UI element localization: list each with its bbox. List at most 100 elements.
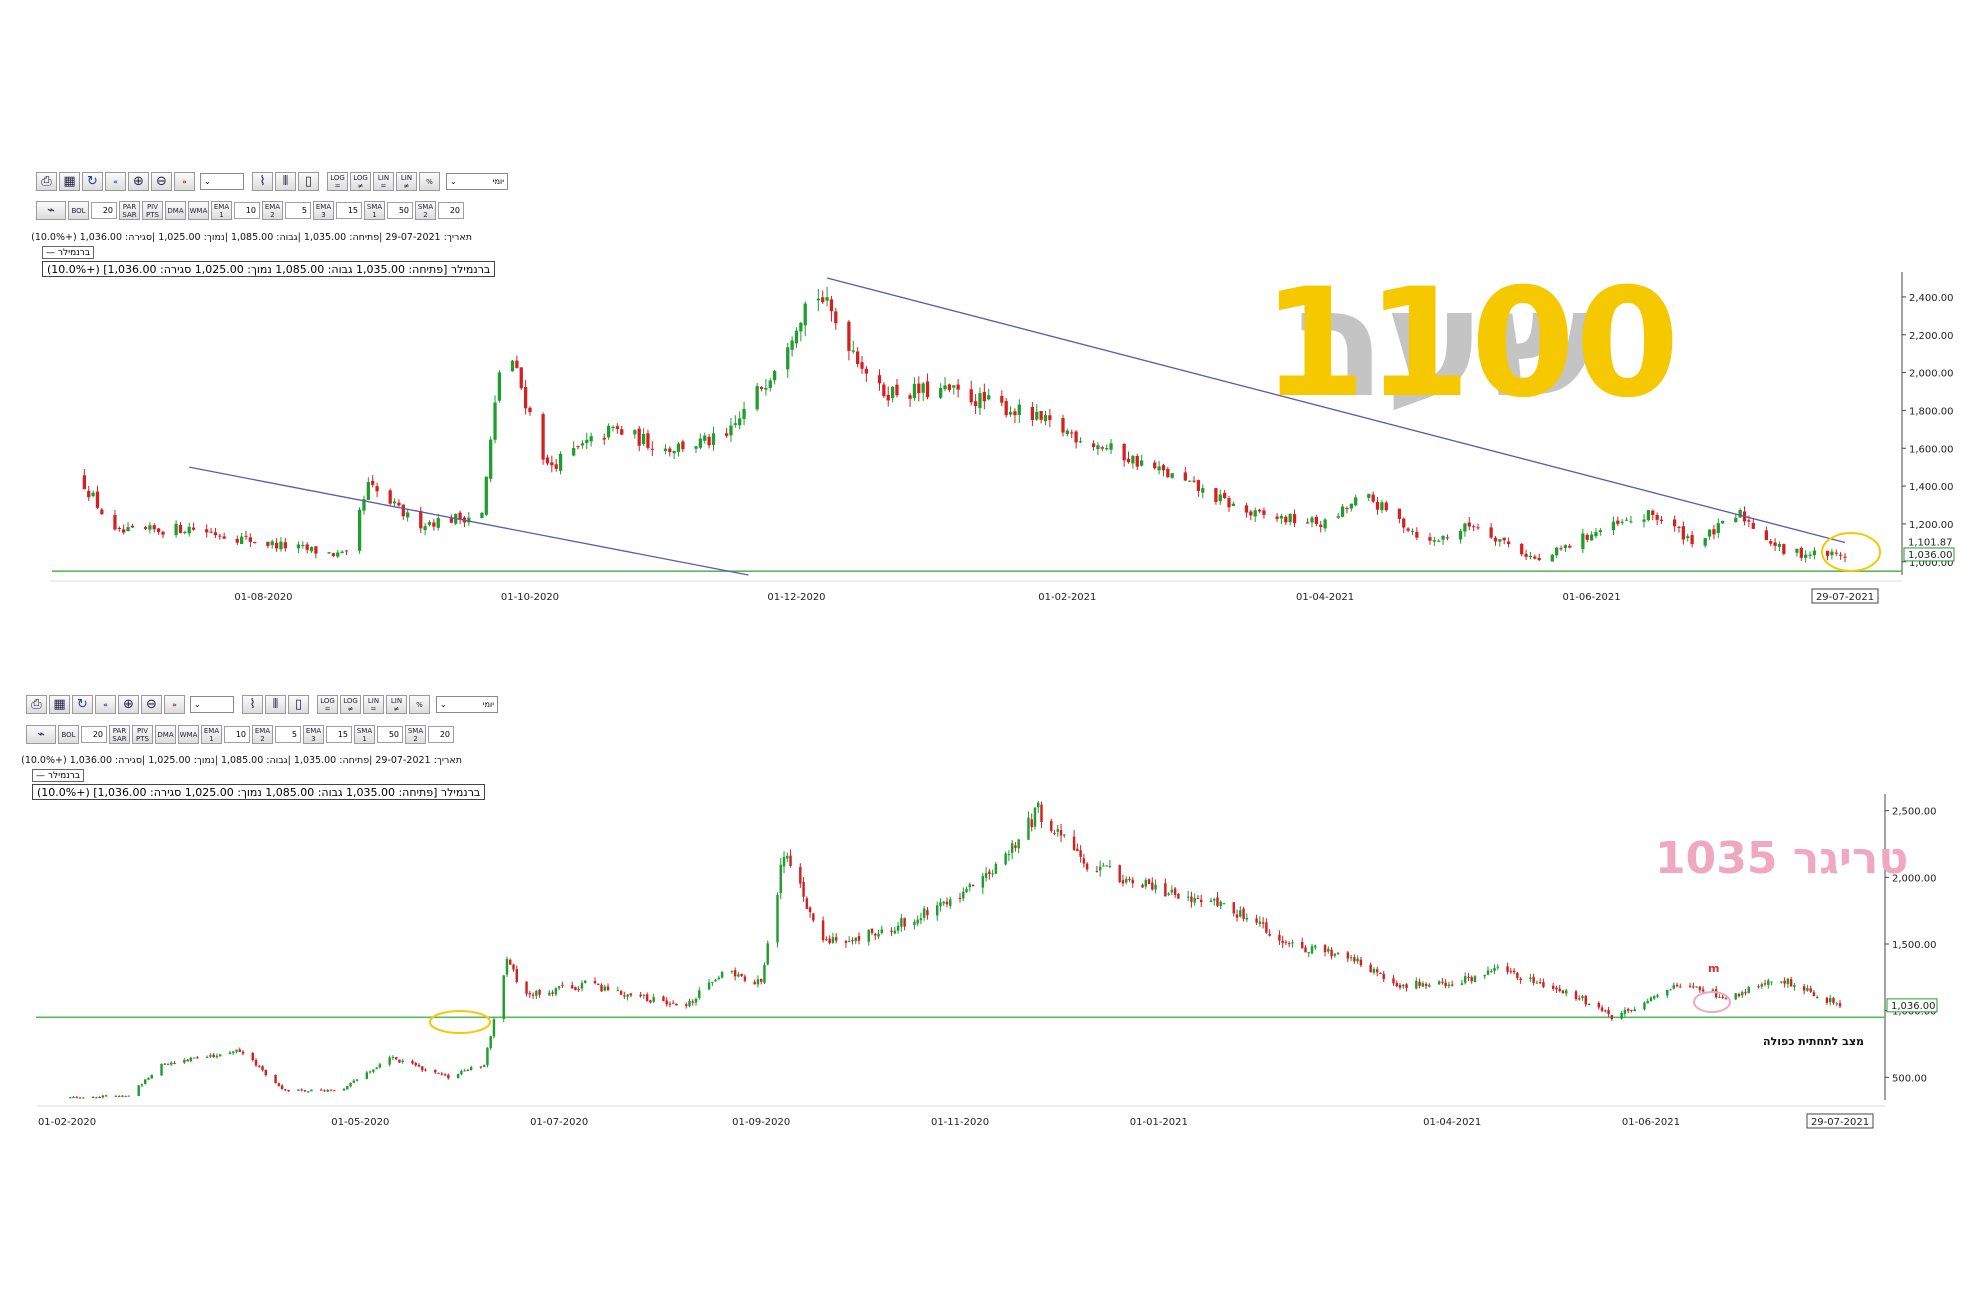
parsar-button[interactable]: PAR SAR: [109, 725, 130, 744]
refresh-icon[interactable]: ↻: [82, 172, 103, 191]
sma2-input[interactable]: 20: [428, 726, 454, 743]
line-chart-icon[interactable]: ⌇: [242, 695, 263, 714]
candle: [310, 1089, 313, 1092]
lin-eq-button[interactable]: LIN =: [373, 172, 394, 191]
ema1-button[interactable]: EMA 1: [201, 725, 222, 744]
dma-button[interactable]: DMA: [165, 201, 186, 220]
candle: [231, 1051, 235, 1056]
percent-button[interactable]: %: [419, 172, 440, 191]
sma2-button[interactable]: SMA 2: [415, 201, 436, 220]
palette-icon[interactable]: ▦: [49, 695, 70, 714]
sma2-button[interactable]: SMA 2: [405, 725, 426, 744]
ema3-button[interactable]: EMA 3: [303, 725, 324, 744]
candle-chart-icon[interactable]: ▯: [298, 172, 319, 191]
parsar-button[interactable]: PAR SAR: [119, 201, 140, 220]
wma-button[interactable]: WMA: [178, 725, 199, 744]
wma-button[interactable]: WMA: [188, 201, 209, 220]
sma1-button[interactable]: SMA 1: [364, 201, 385, 220]
ema2-input[interactable]: 5: [285, 202, 311, 219]
candle-body: [1679, 986, 1682, 988]
scroll-end-icon[interactable]: »: [174, 172, 195, 191]
candle: [1769, 538, 1773, 546]
candle-body: [794, 330, 799, 344]
indicator-icon[interactable]: ⌁: [36, 201, 66, 220]
candle: [1751, 518, 1755, 530]
ohlc-chart-icon[interactable]: ⫴: [275, 172, 296, 191]
period-select[interactable]: ⌄ יומי: [436, 696, 498, 713]
sma1-button[interactable]: SMA 1: [354, 725, 375, 744]
scroll-end-icon[interactable]: »: [164, 695, 185, 714]
print-icon[interactable]: ⎙: [36, 172, 57, 191]
scroll-start-icon[interactable]: «: [105, 172, 126, 191]
candle-body: [1463, 523, 1467, 532]
candle-body: [1128, 879, 1131, 881]
ema2-button[interactable]: EMA 2: [252, 725, 273, 744]
scroll-start-icon[interactable]: «: [95, 695, 116, 714]
candle-body: [926, 910, 929, 916]
log-neq-button[interactable]: LOG ≠: [350, 172, 371, 191]
bol-period-input[interactable]: 20: [91, 202, 117, 219]
candle: [1098, 860, 1102, 877]
sma1-input[interactable]: 50: [377, 726, 403, 743]
ema2-input[interactable]: 5: [275, 726, 301, 743]
candle-body: [1630, 1009, 1633, 1011]
candle: [681, 439, 685, 453]
candle-body: [424, 1069, 427, 1071]
ema3-input[interactable]: 15: [326, 726, 352, 743]
candle-body: [1646, 510, 1651, 521]
ema1-input[interactable]: 10: [234, 202, 260, 219]
ema1-button[interactable]: EMA 1: [211, 201, 232, 220]
refresh-icon[interactable]: ↻: [72, 695, 93, 714]
candle: [447, 1073, 450, 1080]
candle-body: [1402, 518, 1406, 528]
indicator-icon[interactable]: ⌁: [26, 725, 56, 744]
bol-button[interactable]: BOL: [68, 201, 89, 220]
x-tick-label: 01-04-2021: [1296, 592, 1354, 603]
candle-body: [287, 1089, 290, 1092]
candle: [1815, 995, 1819, 999]
lin-neq-button[interactable]: LIN ≠: [386, 695, 407, 714]
print-icon[interactable]: ⎙: [26, 695, 47, 714]
ema3-button[interactable]: EMA 3: [313, 201, 334, 220]
candle-chart-icon[interactable]: ▯: [288, 695, 309, 714]
candle-body: [196, 1057, 199, 1059]
zoom-in-icon[interactable]: ⊕: [128, 172, 149, 191]
candle: [147, 1077, 150, 1081]
sma1-input[interactable]: 50: [387, 202, 413, 219]
candle: [463, 1068, 466, 1072]
percent-button[interactable]: %: [409, 695, 430, 714]
zoom-out-icon[interactable]: ⊖: [141, 695, 162, 714]
candle: [170, 1061, 173, 1066]
candle-body: [241, 1051, 245, 1054]
ema1-input[interactable]: 10: [224, 726, 250, 743]
candle: [1402, 517, 1406, 533]
candle-body: [1231, 503, 1236, 507]
bol-button[interactable]: BOL: [58, 725, 79, 744]
lin-eq-button[interactable]: LIN =: [363, 695, 384, 714]
zoom-in-icon[interactable]: ⊕: [118, 695, 139, 714]
log-eq-button[interactable]: LOG =: [327, 172, 348, 191]
candle: [1265, 918, 1268, 934]
candle: [1013, 408, 1017, 424]
zoom-select[interactable]: ⌄: [190, 696, 234, 713]
zoom-select[interactable]: ⌄: [200, 173, 244, 190]
bol-period-input[interactable]: 20: [81, 726, 107, 743]
lin-neq-button[interactable]: LIN ≠: [396, 172, 417, 191]
log-neq-button[interactable]: LOG ≠: [340, 695, 361, 714]
ema2-button[interactable]: EMA 2: [262, 201, 283, 220]
palette-icon[interactable]: ▦: [59, 172, 80, 191]
line-chart-icon[interactable]: ⌇: [252, 172, 273, 191]
candle: [1812, 547, 1817, 560]
candle: [1196, 479, 1201, 497]
dma-button[interactable]: DMA: [155, 725, 176, 744]
candle-body: [78, 1097, 82, 1099]
period-select[interactable]: ⌄ יומי: [446, 173, 508, 190]
ema3-input[interactable]: 15: [336, 202, 362, 219]
sma2-input[interactable]: 20: [438, 202, 464, 219]
log-eq-button[interactable]: LOG =: [317, 695, 338, 714]
ohlc-chart-icon[interactable]: ⫴: [265, 695, 286, 714]
pivpts-button[interactable]: PIV PTS: [132, 725, 153, 744]
pivpts-button[interactable]: PIV PTS: [142, 201, 163, 220]
zoom-out-icon[interactable]: ⊖: [151, 172, 172, 191]
candle-body: [1830, 551, 1834, 556]
